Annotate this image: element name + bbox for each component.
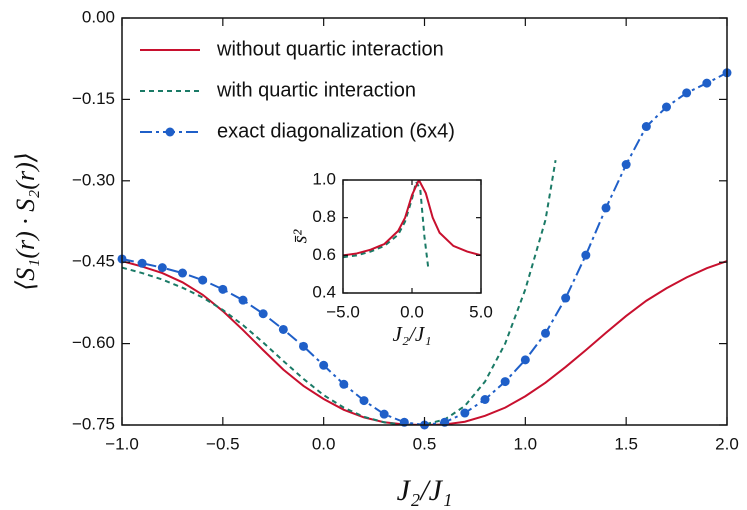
data-point xyxy=(520,355,530,365)
y-axis-label: s̄² xyxy=(290,229,312,244)
y-tick-label: −0.45 xyxy=(72,252,115,271)
x-tick-label: 1.0 xyxy=(514,434,538,453)
data-point xyxy=(278,324,288,334)
y-tick-label: −0.15 xyxy=(72,89,115,108)
plot: −5.0 0.0 5.0 0.4 0.6 0.8 1.0 J₂/J₁ s̄² xyxy=(290,169,493,345)
data-point xyxy=(359,396,369,406)
x-axis-label: J₂/J₁ xyxy=(392,322,431,346)
data-point xyxy=(460,408,470,418)
series-line xyxy=(343,180,481,257)
x-tick-label: −0.5 xyxy=(206,434,240,453)
x-tick-label: 2.0 xyxy=(715,434,739,453)
data-point xyxy=(702,78,712,88)
x-tick-label: 5.0 xyxy=(469,302,493,321)
legend-marker xyxy=(165,127,175,137)
data-point xyxy=(178,268,187,278)
data-point xyxy=(198,275,208,285)
data-point xyxy=(601,203,611,213)
legend-label: exact diagonalization (6x4) xyxy=(217,120,455,142)
series-line xyxy=(343,180,430,271)
data-point xyxy=(662,102,671,112)
data-point xyxy=(500,377,510,387)
data-point xyxy=(561,293,571,303)
x-tick-label: −5.0 xyxy=(326,302,360,321)
y-tick-label: −0.60 xyxy=(72,333,115,352)
data-point xyxy=(238,295,248,305)
data-point xyxy=(682,88,692,98)
data-point xyxy=(218,284,228,294)
data-point xyxy=(137,258,147,268)
y-tick-label: 1.0 xyxy=(312,169,336,188)
data-point xyxy=(379,409,389,419)
data-point xyxy=(157,263,167,273)
y-tick-label: 0.8 xyxy=(312,207,336,226)
x-tick-label: 0.0 xyxy=(312,434,336,453)
y-tick-label: −0.30 xyxy=(72,170,115,189)
x-axis-label: J₂/J₁ xyxy=(397,474,453,507)
legend-label: with quartic interaction xyxy=(216,79,416,101)
y-tick-label: 0.4 xyxy=(312,282,336,301)
x-tick-label: 0.5 xyxy=(413,434,437,453)
data-point xyxy=(541,328,550,338)
legend-label: without quartic interaction xyxy=(216,38,444,60)
x-tick-label: 0.0 xyxy=(400,302,424,321)
data-point xyxy=(621,160,631,170)
data-point xyxy=(258,309,268,319)
data-point xyxy=(480,394,490,404)
x-tick-label: 1.5 xyxy=(614,434,638,453)
data-point xyxy=(319,360,329,370)
y-tick-label: 0.00 xyxy=(82,7,115,26)
y-tick-label: −0.75 xyxy=(72,414,115,433)
y-axis-label: ⟨S₁(r) · S₂(r)⟩ xyxy=(11,152,40,291)
series-group xyxy=(343,180,481,271)
y-tick-label: 0.6 xyxy=(312,245,336,264)
plot: −1.0 −0.5 0.0 0.5 1.0 1.5 2.0 0.00 −0.15 −0.30 −0.… xyxy=(11,7,739,506)
data-point xyxy=(299,341,308,351)
data-point xyxy=(339,379,349,389)
data-point xyxy=(641,122,651,132)
data-point xyxy=(581,250,591,260)
series-line xyxy=(122,160,557,425)
x-tick-label: −1.0 xyxy=(105,434,139,453)
